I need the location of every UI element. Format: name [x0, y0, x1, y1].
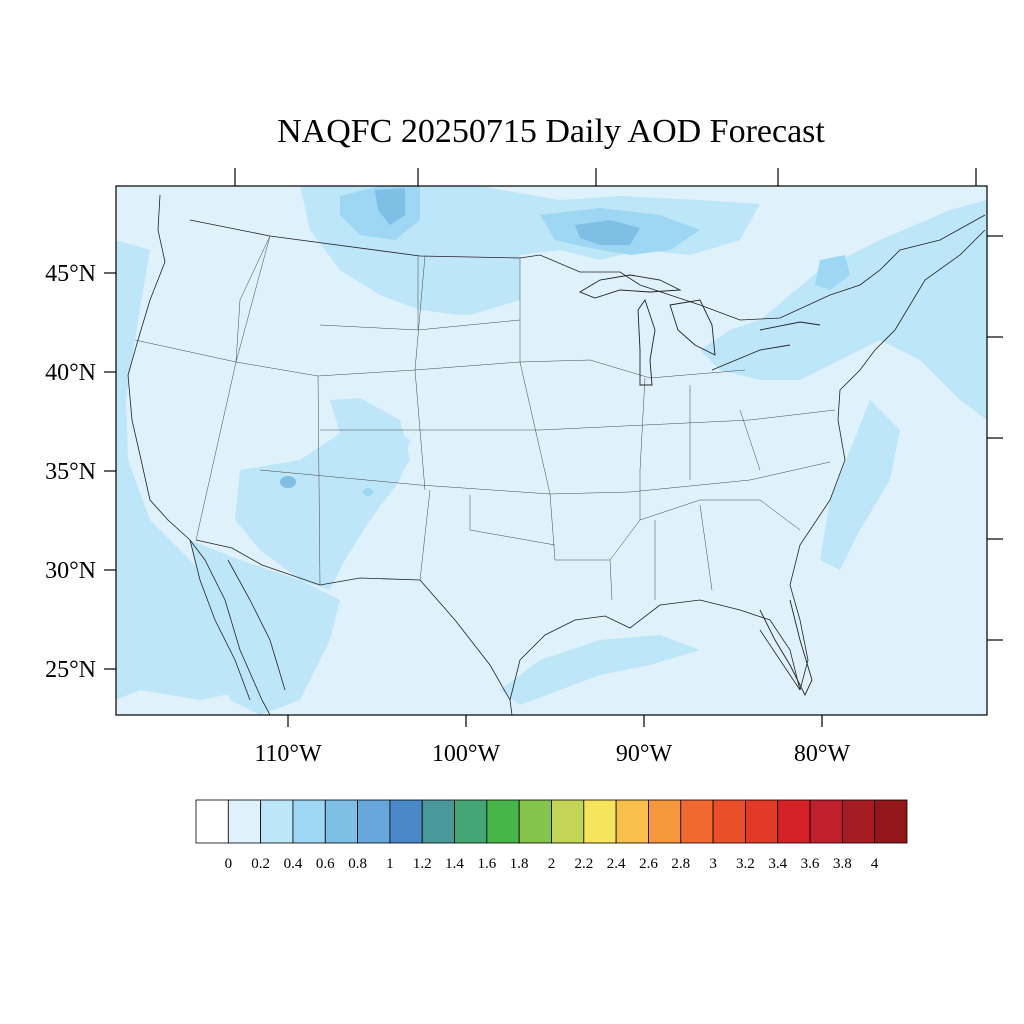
colorbar-swatch-5	[357, 799, 391, 844]
colorbar-label-19: 3.8	[833, 856, 852, 872]
colorbar-label-2: 0.4	[284, 856, 303, 872]
state-lines	[134, 235, 836, 601]
lake-erie-ontario	[711, 321, 821, 371]
aod-montana-core	[375, 188, 405, 225]
lon-label-90: 90°W	[616, 741, 673, 767]
colorbar-label-15: 3	[709, 856, 717, 872]
aod-lake-superior-core	[575, 220, 640, 245]
baja-coastline	[189, 539, 286, 701]
gulf-coastline	[509, 599, 801, 701]
colorbar-swatch-15	[680, 799, 714, 844]
lon-label-100: 100°W	[432, 741, 501, 767]
colorbar-swatch-14	[648, 799, 682, 844]
aod-pacific-region	[116, 240, 250, 700]
colorbar-label-11: 2.2	[574, 856, 593, 872]
colorbar-label-10: 2	[548, 856, 556, 872]
colorbar-swatch-10	[518, 799, 552, 844]
boundaries	[127, 194, 986, 715]
colorbar-label-5: 1	[386, 856, 394, 872]
colorbar-swatch-21	[874, 799, 908, 844]
colorbar-label-4: 0.8	[348, 856, 367, 872]
aod-new-mexico-spot	[363, 488, 373, 496]
axis-ticks	[104, 168, 1003, 727]
aod-baja-region	[190, 540, 340, 715]
lake-huron	[669, 299, 716, 356]
colorbar-label-0: 0	[225, 856, 233, 872]
aod-colorado-region	[330, 398, 410, 490]
colorbar-swatch-1	[227, 799, 262, 844]
figure-title: NAQFC 20250715 Daily AOD Forecast	[277, 113, 825, 150]
colorbar-swatch-16	[712, 799, 746, 844]
lat-label-25: 25°N	[45, 657, 96, 683]
aod-gulf-band	[500, 635, 700, 705]
colorbar-swatch-19	[809, 799, 843, 844]
east-coastline	[789, 229, 986, 691]
lake-superior	[578, 274, 682, 299]
lon-labels: 110°W 100°W 90°W 80°W	[254, 741, 850, 767]
colorbar-swatch-12	[583, 799, 617, 844]
colorbar-swatch-2	[260, 799, 294, 844]
colorbar-swatch-3	[292, 799, 326, 844]
colorbar-swatch-4	[324, 799, 358, 844]
aod-arizona-spot	[280, 476, 296, 488]
colorbar-label-7: 1.4	[445, 856, 464, 872]
colorbar-swatch-9	[486, 799, 520, 844]
colorbar-label-16: 3.2	[736, 856, 755, 872]
colorbar-label-12: 2.4	[607, 856, 626, 872]
colorbar-swatch-17	[745, 799, 779, 844]
aod-north-dakota-region	[420, 250, 520, 315]
florida-outline	[759, 599, 813, 697]
mexico-border	[195, 539, 513, 715]
colorbar-label-9: 1.8	[510, 856, 529, 872]
colorbar-label-8: 1.6	[477, 856, 496, 872]
colorbar-label-18: 3.6	[801, 856, 820, 872]
lat-label-40: 40°N	[45, 360, 96, 386]
colorbar-label-13: 2.6	[639, 856, 658, 872]
colorbar-swatch-0	[195, 799, 229, 844]
lon-label-80: 80°W	[794, 741, 851, 767]
colorbar-swatch-7	[421, 799, 455, 844]
lake-michigan	[637, 299, 656, 386]
west-coastline	[127, 194, 271, 715]
lat-label-30: 30°N	[45, 558, 96, 584]
colorbar-swatch-8	[454, 799, 488, 844]
aod-atlantic-band	[820, 400, 900, 570]
map-panel: 45°N 40°N 35°N 30°N 25°N 110°W 100°W 90°…	[45, 168, 1003, 767]
colorbar: 0 0.2 0.4 0.6 0.8 1 1.2 1.4 1.6 1.8 2 2.2 2.4 2.6 2.8 3…	[195, 799, 908, 872]
colorbar-swatch-18	[777, 799, 811, 844]
aod-northeast-region	[700, 200, 987, 420]
colorbar-label-1: 0.2	[251, 856, 270, 872]
colorbar-label-14: 2.8	[671, 856, 690, 872]
lon-label-110: 110°W	[254, 741, 322, 767]
colorbar-label-20: 4	[871, 856, 879, 872]
lat-labels: 45°N 40°N 35°N 30°N 25°N	[45, 261, 96, 683]
map-frame	[115, 185, 988, 716]
aod-new-england-plume	[815, 255, 850, 290]
colorbar-swatch-13	[615, 799, 649, 844]
colorbar-label-3: 0.6	[316, 856, 335, 872]
colorbar-swatch-11	[551, 799, 585, 844]
colorbar-label-6: 1.2	[413, 856, 432, 872]
aod-shading	[116, 186, 987, 715]
canada-border	[189, 214, 986, 321]
lat-label-35: 35°N	[45, 459, 96, 485]
colorbar-label-17: 3.4	[768, 856, 787, 872]
lat-label-45: 45°N	[45, 261, 96, 287]
colorbar-swatch-6	[389, 799, 423, 844]
colorbar-swatch-20	[841, 799, 876, 844]
